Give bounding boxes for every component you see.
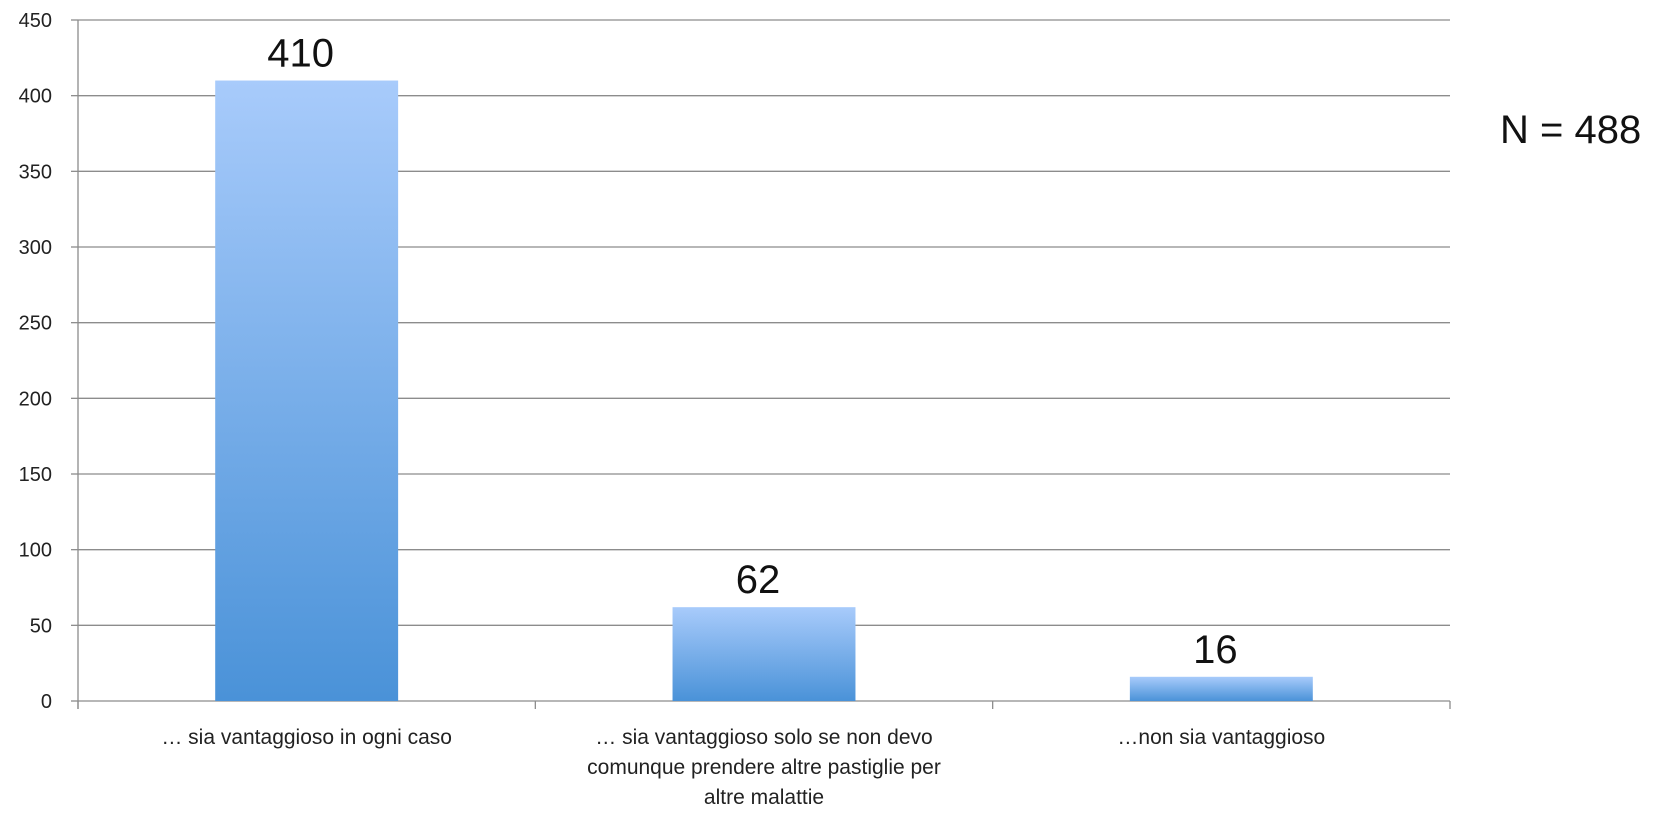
x-category-label: … sia vantaggioso solo se non devo comunq… [587,726,941,809]
y-tick-label: 0 [41,691,52,713]
x-category-label-line: …non sia vantaggioso [1117,726,1325,749]
bar [672,607,856,701]
y-tick-label: 450 [19,10,52,32]
y-tick-label: 150 [19,464,52,486]
y-tick-label: 250 [19,313,52,335]
x-category-label-line: comunque prendere altre pastiglie per [587,756,941,779]
x-category-label-line: … sia vantaggioso in ogni caso [161,726,452,749]
bar [215,80,399,702]
bar [1129,676,1313,701]
y-axis-ticks: 0 50 100 150 200 250 300 350 400 450 [19,10,78,713]
y-tick-label: 200 [19,388,52,410]
bars [215,80,1313,702]
x-category-label: …non sia vantaggioso [1117,726,1325,749]
data-labels: 410 62 16 [267,32,1237,672]
x-category-label-line: altre malattie [704,786,824,809]
data-label: 410 [267,32,334,76]
y-tick-label: 350 [19,161,52,183]
data-label: 62 [736,558,781,602]
y-tick-label: 100 [19,540,52,562]
y-tick-label: 50 [30,615,52,637]
sample-size-annotation: N = 488 [1500,108,1642,152]
y-tick-label: 300 [19,237,52,259]
data-label: 16 [1193,628,1238,672]
x-category-label: … sia vantaggioso in ogni caso [161,726,452,749]
x-axis-labels: … sia vantaggioso in ogni caso … sia vant… [161,726,1325,809]
x-category-label-line: … sia vantaggioso solo se non devo [595,726,932,749]
y-tick-label: 400 [19,86,52,108]
